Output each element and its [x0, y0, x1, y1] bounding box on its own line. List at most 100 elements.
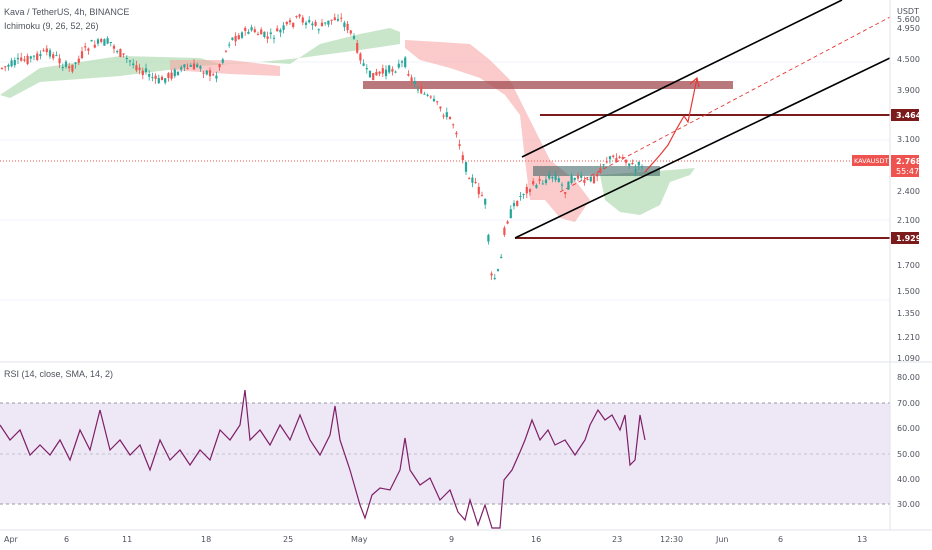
support-zone-box[interactable]	[533, 166, 660, 176]
candle-body	[4, 66, 7, 68]
badge-last-price[interactable]: 2.768 55:47	[891, 155, 922, 177]
price-tick: 4.950	[897, 24, 920, 33]
price-tick: 2.100	[897, 216, 920, 225]
resistance-zone-upper[interactable]	[363, 81, 733, 89]
price-tick: 1.090	[897, 354, 920, 363]
candle-body	[432, 98, 436, 102]
price-tick: 5.600	[897, 15, 920, 24]
ichimoku-legend[interactable]: Ichimoku (9, 26, 52, 26)	[4, 21, 99, 31]
time-label: 12:30	[660, 535, 683, 544]
candle-body	[490, 273, 493, 276]
candle-body	[234, 36, 237, 42]
candle-body	[365, 68, 368, 70]
rsi-line	[0, 389, 646, 529]
candle-body	[144, 68, 148, 72]
candle-body	[167, 73, 170, 78]
candle-body	[260, 29, 263, 35]
cloud-bull-late	[600, 168, 695, 215]
candle-body	[237, 35, 240, 40]
candle-body	[452, 124, 455, 126]
projection-path[interactable]	[644, 77, 698, 173]
time-label: May	[351, 535, 368, 544]
candle-body	[359, 53, 362, 61]
candle-body	[52, 54, 55, 59]
cloud-bear-main	[405, 40, 590, 222]
candle-body	[266, 36, 269, 39]
channel-mid-line	[559, 16, 891, 193]
candle-body	[16, 57, 20, 60]
candle-body	[247, 31, 250, 34]
candle-body	[442, 115, 445, 117]
candle-body	[71, 64, 74, 72]
badge-level-bottom-text: 1.929	[896, 234, 922, 243]
candle-body	[544, 179, 548, 184]
time-label: 6	[778, 535, 783, 544]
candle-body	[228, 44, 231, 46]
candle-body	[298, 14, 301, 17]
badge-symbol-text: KAVAUSDT	[854, 157, 889, 165]
candle-body	[429, 96, 432, 98]
candle-body	[215, 75, 218, 79]
price-axis-currency: USDT	[897, 7, 919, 16]
price-tick: 1.500	[897, 287, 920, 296]
candle-body	[394, 71, 397, 73]
candle-body	[477, 186, 480, 195]
time-label: 13	[857, 535, 867, 544]
candle-body	[301, 17, 304, 23]
candle-body	[132, 63, 135, 66]
candle-body	[192, 63, 196, 70]
candle-body	[13, 60, 16, 66]
candle-body	[186, 68, 189, 69]
price-tick: 2.400	[897, 187, 920, 196]
candle-body	[407, 74, 410, 76]
candle-body	[324, 22, 327, 24]
rsi-tick: 70.00	[897, 399, 920, 408]
candle-body	[304, 22, 308, 25]
candle-body	[468, 178, 471, 180]
candle-body	[333, 17, 336, 21]
candle-body	[122, 53, 125, 55]
candle-body	[439, 106, 442, 109]
candle-body	[420, 86, 423, 94]
candle-body	[525, 186, 528, 194]
candle-body	[381, 68, 384, 74]
price-tick: 1.210	[897, 333, 920, 342]
candle-body	[368, 70, 372, 78]
candle-body	[605, 161, 608, 163]
candle-body	[596, 173, 599, 177]
ichimoku-cloud	[0, 28, 695, 222]
candle-body	[272, 37, 276, 39]
candle-body	[135, 65, 138, 71]
time-label: Jun	[715, 535, 729, 544]
candle-body	[77, 58, 80, 63]
candle-body	[634, 169, 637, 172]
badge-level-top[interactable]: 3.464	[891, 109, 922, 121]
candle-body	[487, 234, 490, 242]
trend-channel[interactable]	[514, 0, 891, 239]
candle-body	[391, 69, 394, 72]
candle-body	[173, 69, 176, 77]
candle-body	[560, 184, 564, 186]
candle-body	[39, 54, 42, 57]
candle-body	[506, 221, 509, 224]
candle-body	[224, 50, 228, 52]
chart-title[interactable]: Kava / TetherUS, 4h, BINANCE	[4, 7, 130, 17]
rsi-legend[interactable]: RSI (14, close, SMA, 14, 2)	[4, 369, 114, 379]
candle-body	[372, 73, 375, 81]
badge-level-bottom[interactable]: 1.929	[891, 232, 922, 244]
candle-body	[628, 163, 631, 166]
candle-body	[455, 132, 458, 135]
rsi-tick: 80.00	[897, 373, 920, 382]
candle-body	[503, 227, 506, 235]
badge-symbol[interactable]: KAVAUSDT	[852, 155, 889, 166]
price-tick: 1.350	[897, 309, 920, 318]
candle-body	[528, 189, 532, 192]
candle-body	[250, 27, 253, 31]
candle-body	[231, 37, 234, 40]
candle-body	[112, 45, 116, 49]
candle-body	[116, 51, 119, 53]
candle-body	[196, 64, 199, 67]
candle-body	[157, 78, 160, 84]
candle-body	[615, 158, 618, 162]
